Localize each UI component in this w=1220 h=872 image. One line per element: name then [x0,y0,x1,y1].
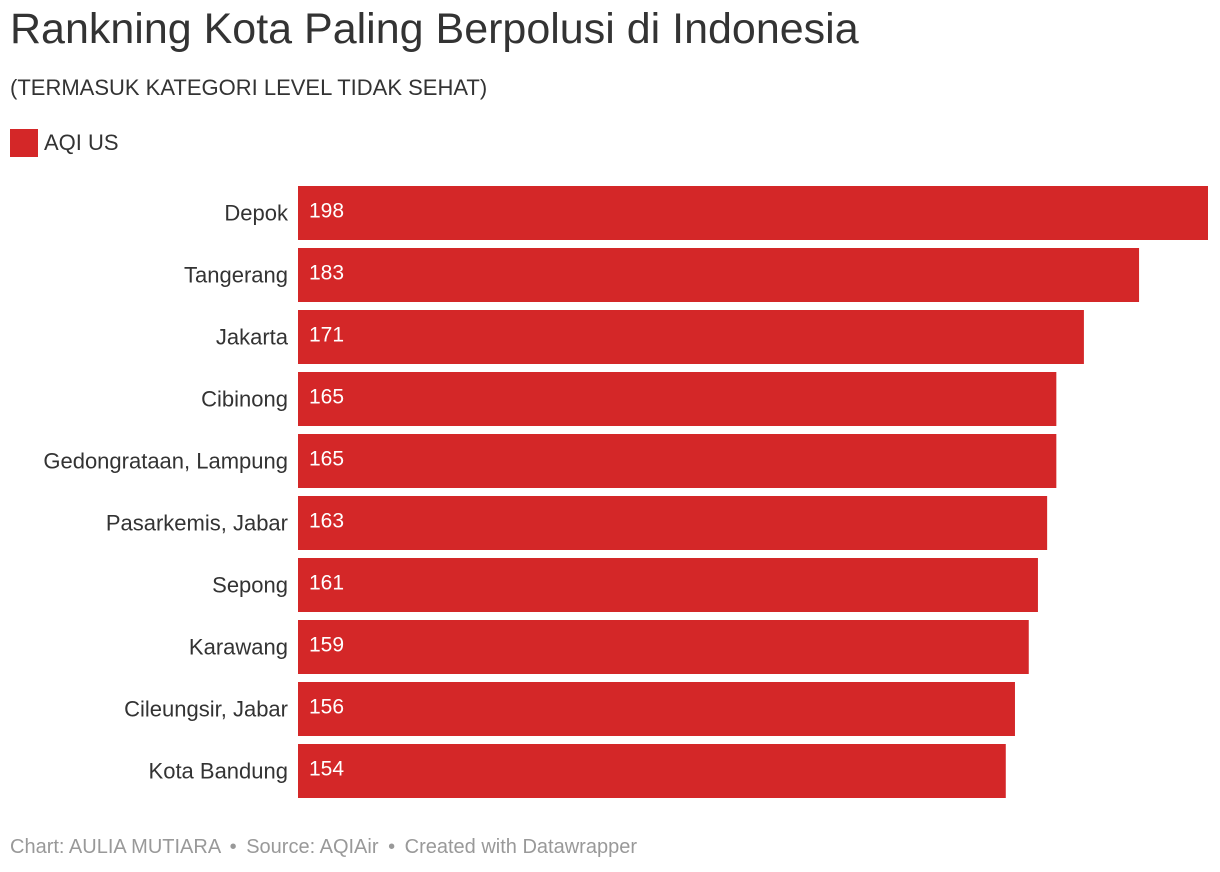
chart-subtitle: (TERMASUK KATEGORI LEVEL TIDAK SEHAT) [10,75,488,100]
bar [298,186,1208,240]
bar [298,434,1057,488]
bar-row: Gedongrataan, Lampung 165 [43,434,1057,488]
chart-title: Rankning Kota Paling Berpolusi di Indone… [10,5,859,53]
bar [298,310,1084,364]
bar-row: Cibinong 165 [201,372,1057,426]
value-label: 198 [309,200,344,223]
bar-row: Pasarkemis, Jabar 163 [106,496,1048,550]
bar-row: Karawang 159 [189,620,1029,674]
category-label: Gedongrataan, Lampung [43,449,288,474]
value-label: 163 [309,510,344,533]
value-label: 165 [309,386,344,409]
footer-created-with: Created with Datawrapper [404,836,637,858]
bar-row: Kota Bandung 154 [149,744,1006,798]
category-label: Karawang [189,635,288,660]
footer-source: Source: AQIAir [246,836,379,858]
bar [298,372,1057,426]
value-label: 165 [309,448,344,471]
footer-separator: • [388,836,396,858]
legend: AQI US [10,129,119,157]
bar [298,620,1029,674]
category-label: Sepong [212,573,288,598]
category-label: Depok [224,201,289,226]
legend-swatch [10,129,38,157]
footer-chart-credit: Chart: AULIA MUTIARA [10,836,221,858]
category-label: Tangerang [184,263,288,288]
bar [298,496,1048,550]
category-label: Cileungsir, Jabar [124,697,288,722]
bar [298,248,1140,302]
value-label: 171 [309,324,344,347]
value-label: 161 [309,572,344,595]
category-label: Pasarkemis, Jabar [106,511,288,536]
category-label: Jakarta [216,325,289,350]
value-label: 156 [309,696,344,719]
bar [298,682,1015,736]
legend-label: AQI US [44,130,119,155]
bar-row: Cileungsir, Jabar 156 [124,682,1015,736]
footer-separator: • [229,836,237,858]
bar [298,558,1038,612]
bar-row: Depok 198 [224,186,1208,240]
footer: Chart: AULIA MUTIARA • Source: AQIAir • … [10,834,637,860]
bar-row: Tangerang 183 [184,248,1140,302]
value-label: 183 [309,262,344,285]
bar-row: Sepong 161 [212,558,1038,612]
bar [298,744,1006,798]
category-label: Kota Bandung [149,759,288,784]
bar-row: Jakarta 171 [216,310,1084,364]
value-label: 154 [309,758,344,781]
value-label: 159 [309,634,344,657]
category-label: Cibinong [201,387,288,412]
